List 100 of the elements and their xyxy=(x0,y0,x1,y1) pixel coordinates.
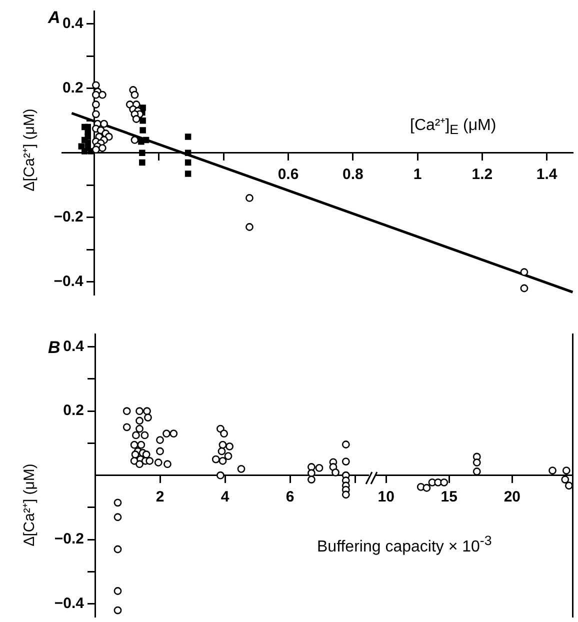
point xyxy=(170,430,178,438)
y-axis-title: Δ[Ca²⁺] (μM) xyxy=(20,464,38,546)
point xyxy=(164,460,172,468)
point xyxy=(184,159,192,166)
point xyxy=(139,159,146,166)
y-tick-label: −0.4 xyxy=(54,594,85,612)
point xyxy=(520,284,528,292)
point xyxy=(92,90,100,99)
y-tick-label: 0.4 xyxy=(63,338,85,355)
point xyxy=(132,431,140,440)
point xyxy=(156,447,164,456)
chart-title: B xyxy=(48,338,60,358)
point xyxy=(143,407,151,416)
point xyxy=(144,414,152,422)
point xyxy=(130,90,139,99)
point xyxy=(342,490,350,499)
point xyxy=(332,468,340,476)
point xyxy=(224,452,232,460)
x-tick-label: 2 xyxy=(156,488,164,506)
point xyxy=(246,194,254,202)
point xyxy=(114,606,122,614)
point xyxy=(237,464,246,473)
point xyxy=(114,587,122,595)
point xyxy=(137,440,146,449)
point xyxy=(132,115,140,123)
point xyxy=(139,150,146,156)
point xyxy=(92,100,100,108)
y-tick-label: −0.4 xyxy=(54,272,84,290)
point xyxy=(184,170,192,177)
y-tick-label: 0.4 xyxy=(62,15,84,32)
x-tick-label: 1.2 xyxy=(472,166,493,183)
point xyxy=(130,440,138,449)
point xyxy=(92,146,100,154)
x-tick-label: 6 xyxy=(286,488,294,506)
point xyxy=(564,482,573,490)
point xyxy=(440,478,448,486)
point xyxy=(130,136,139,144)
x-tick-label: 1.4 xyxy=(536,166,558,183)
y-tick-label: −0.2 xyxy=(54,208,84,226)
point xyxy=(561,476,570,484)
x-tick-label: 4 xyxy=(220,488,230,506)
point xyxy=(136,460,144,468)
y-tick-label: 0.2 xyxy=(63,402,84,420)
point xyxy=(114,498,122,507)
point xyxy=(138,138,144,145)
point xyxy=(82,148,88,154)
point xyxy=(114,513,122,522)
x-tick-label: 10 xyxy=(378,488,394,506)
point xyxy=(342,458,350,466)
point xyxy=(142,450,150,458)
point xyxy=(226,442,234,450)
point xyxy=(146,456,154,465)
point xyxy=(136,416,144,425)
point xyxy=(162,430,170,438)
point xyxy=(98,90,106,99)
point xyxy=(246,223,254,231)
point xyxy=(114,545,122,554)
point xyxy=(92,110,100,118)
point xyxy=(308,469,316,478)
point xyxy=(472,468,481,476)
x-tick-label: 1 xyxy=(413,166,422,183)
x-tick-label: 15 xyxy=(440,488,458,506)
point xyxy=(122,407,131,416)
point xyxy=(220,430,228,438)
x-axis-title: Buffering capacity × 10$^{-3}$ xyxy=(317,533,492,556)
point xyxy=(520,268,528,276)
y-axis-title: Δ[Ca²⁺] (μM) xyxy=(20,108,38,192)
point xyxy=(100,120,108,128)
point xyxy=(92,81,100,90)
point xyxy=(218,447,226,456)
point xyxy=(308,476,316,484)
x-tick-label: 20 xyxy=(504,488,521,506)
point xyxy=(308,463,316,471)
point xyxy=(98,144,106,152)
point xyxy=(184,134,192,140)
y-tick-label: 0.2 xyxy=(62,80,84,97)
point xyxy=(562,466,570,474)
point xyxy=(122,423,131,432)
point xyxy=(140,117,146,124)
point xyxy=(136,407,144,416)
point xyxy=(212,455,220,464)
x-axis-title: [Ca²⁺]$_{E}$ (μM) xyxy=(410,116,496,138)
point xyxy=(472,458,481,466)
point xyxy=(548,466,556,474)
point xyxy=(140,127,146,134)
x-tick-label: 0.6 xyxy=(278,166,299,183)
point xyxy=(154,458,162,466)
point xyxy=(184,150,192,156)
y-tick-label: −0.2 xyxy=(54,530,84,548)
point xyxy=(315,464,324,472)
point xyxy=(156,436,164,444)
point xyxy=(140,431,149,440)
point xyxy=(216,471,224,480)
chart-title: A xyxy=(48,8,60,28)
point xyxy=(422,484,431,492)
point xyxy=(82,124,88,130)
x-tick-label: 0.8 xyxy=(342,166,364,183)
point xyxy=(342,440,350,448)
point xyxy=(136,424,144,433)
point xyxy=(218,456,227,465)
